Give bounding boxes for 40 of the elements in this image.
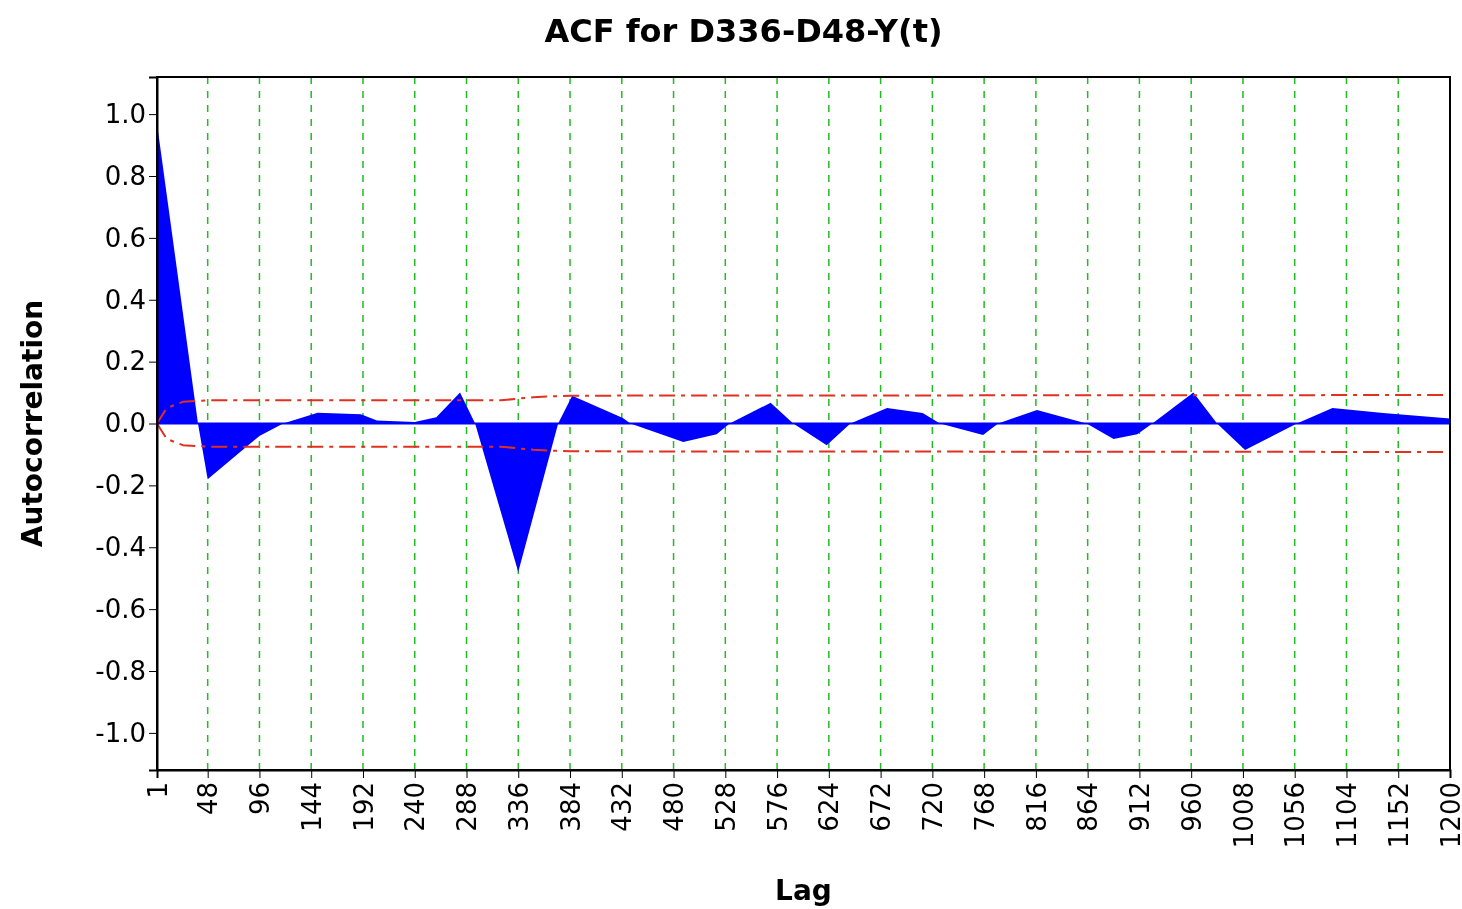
x-tick-label: 816 bbox=[1021, 782, 1052, 832]
x-tick-label: 864 bbox=[1073, 782, 1104, 832]
y-axis-title: Autocorrelation bbox=[16, 299, 49, 548]
y-tick-label: 0.0 bbox=[104, 408, 146, 439]
x-tick-label: 48 bbox=[193, 782, 224, 816]
x-axis-title: Lag bbox=[775, 874, 832, 907]
x-tick-label: 480 bbox=[659, 782, 690, 832]
x-tick-label: 1104 bbox=[1332, 782, 1363, 849]
x-tick-label: 720 bbox=[917, 782, 948, 832]
x-tick-label: 384 bbox=[555, 782, 586, 832]
x-tick-label: 1 bbox=[142, 782, 173, 799]
x-tick-label: 912 bbox=[1125, 782, 1156, 832]
y-tick-label: -1.0 bbox=[95, 717, 146, 748]
y-tick-label: 0.6 bbox=[104, 222, 146, 253]
x-tick-label: 432 bbox=[607, 782, 638, 832]
x-tick-label: 336 bbox=[503, 782, 534, 832]
y-tick-label: 1.0 bbox=[104, 98, 146, 129]
y-tick-label: 0.4 bbox=[104, 284, 146, 315]
y-tick-label: -0.2 bbox=[95, 470, 146, 501]
y-tick-label: -0.6 bbox=[95, 593, 146, 624]
y-tick-label: 0.2 bbox=[104, 346, 146, 377]
x-tick-label: 576 bbox=[762, 782, 793, 832]
x-tick-label: 240 bbox=[400, 782, 431, 832]
y-tick-label: 0.8 bbox=[104, 160, 146, 191]
y-tick-label: -0.4 bbox=[95, 532, 146, 563]
x-tick-label: 768 bbox=[969, 782, 1000, 832]
chart-title: ACF for D336-D48-Y(t) bbox=[544, 12, 943, 50]
x-tick-label: 960 bbox=[1176, 782, 1207, 832]
x-tick-label: 624 bbox=[814, 782, 845, 832]
x-tick-label: 288 bbox=[452, 782, 483, 832]
x-tick-label: 96 bbox=[245, 782, 276, 816]
x-tick-label: 192 bbox=[348, 782, 379, 832]
x-tick-label: 144 bbox=[296, 782, 327, 832]
x-tick-label: 1152 bbox=[1383, 782, 1414, 849]
x-tick-label: 528 bbox=[710, 782, 741, 832]
x-tick-label: 1056 bbox=[1280, 782, 1311, 849]
y-tick-label: -0.8 bbox=[95, 655, 146, 686]
x-tick-label: 672 bbox=[866, 782, 897, 832]
x-tick-label: 1008 bbox=[1228, 782, 1259, 849]
x-tick-label: 1200 bbox=[1435, 782, 1462, 849]
